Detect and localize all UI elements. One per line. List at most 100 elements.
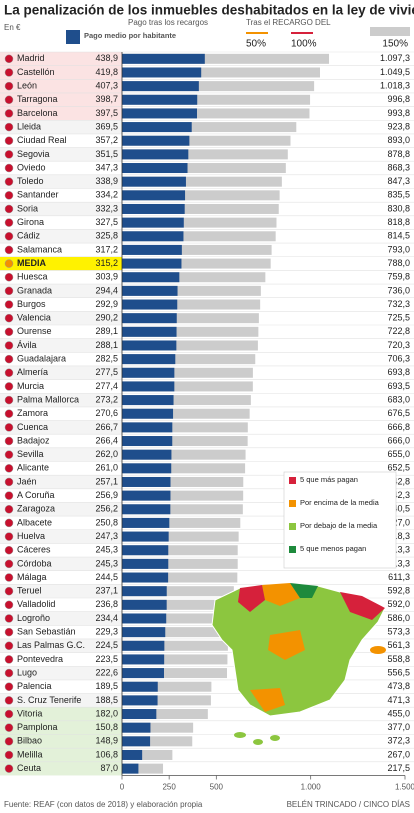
base-bar <box>122 463 172 474</box>
base-value-label: 188,5 <box>95 695 118 705</box>
base-value-label: 87,0 <box>100 763 118 773</box>
base-value-label: 261,0 <box>95 463 118 473</box>
base-bar <box>122 367 175 378</box>
category-label: Ceuta <box>17 763 41 773</box>
base-value-label: 234,4 <box>95 613 118 623</box>
base-bar <box>122 722 151 733</box>
base-value-label: 369,5 <box>95 121 118 131</box>
flag-icon <box>4 614 14 623</box>
flag-icon <box>4 655 14 664</box>
total-value-label: 693,8 <box>387 367 410 377</box>
row-background <box>0 65 122 80</box>
row-background <box>0 365 122 380</box>
unit-label: En € <box>4 23 21 32</box>
flag-icon <box>4 423 14 432</box>
chart-title: La penalización de los inmuebles deshabi… <box>4 3 414 18</box>
map-region <box>262 583 300 606</box>
base-bar <box>122 749 143 760</box>
category-label: Zamora <box>17 408 48 418</box>
category-label: Guadalajara <box>17 354 66 364</box>
flag-icon <box>4 627 14 637</box>
base-bar <box>122 176 186 187</box>
legend-swatch <box>66 30 80 44</box>
flag-icon <box>4 491 14 500</box>
flag-icon <box>4 573 14 582</box>
map-region <box>290 583 318 598</box>
category-label: S. Cruz Tenerife <box>17 695 81 705</box>
row-background <box>0 284 122 298</box>
x-tick-label: 1.000 <box>301 783 322 792</box>
base-value-label: 229,3 <box>95 627 118 637</box>
total-value-label: 655,0 <box>387 449 410 459</box>
legend-label: Pago medio por habitante <box>84 31 176 40</box>
category-label: Soria <box>17 203 38 213</box>
category-label: Lugo <box>17 667 37 677</box>
flag-icon <box>4 218 14 227</box>
flag-icon <box>4 68 14 77</box>
base-value-label: 357,2 <box>95 135 118 145</box>
total-bar <box>122 244 272 255</box>
row-background <box>0 325 122 339</box>
x-tick-label: 1.500 <box>395 783 414 792</box>
base-value-label: 223,5 <box>95 654 118 664</box>
base-bar <box>122 149 189 160</box>
base-value-label: 325,8 <box>95 231 118 241</box>
base-bar <box>122 258 182 269</box>
total-bar <box>122 695 211 706</box>
base-bar <box>122 244 182 255</box>
category-label: Málaga <box>17 572 47 582</box>
base-bar <box>122 163 188 174</box>
row-background <box>0 79 122 93</box>
category-label: Salamanca <box>17 244 62 254</box>
map-region <box>340 592 385 620</box>
category-label: Valencia <box>17 313 51 323</box>
total-bar <box>122 586 234 597</box>
total-value-label: 558,8 <box>387 654 410 664</box>
flag-icon <box>4 368 14 378</box>
category-label: Sevilla <box>17 449 44 459</box>
total-value-label: 1.097,3 <box>380 53 410 63</box>
total-value-label: 818,8 <box>387 217 410 227</box>
flag-icon <box>4 737 14 746</box>
base-value-label: 247,3 <box>95 531 118 541</box>
category-label: Castellón <box>17 67 55 77</box>
total-value-label: 993,8 <box>387 108 410 118</box>
total-bar <box>122 749 173 760</box>
map-region <box>250 688 285 712</box>
total-value-label: 372,3 <box>387 736 410 746</box>
base-bar <box>122 81 199 92</box>
base-value-label: 106,8 <box>95 749 118 759</box>
base-value-label: 315,2 <box>95 258 118 268</box>
total-value-label: 455,0 <box>387 708 410 718</box>
row-background <box>0 720 122 735</box>
base-value-label: 292,9 <box>95 299 118 309</box>
base-value-label: 273,2 <box>95 394 118 404</box>
base-bar <box>122 135 190 146</box>
total-value-label: 642,8 <box>387 476 410 486</box>
total-bar <box>122 504 243 515</box>
total-bar <box>122 640 228 651</box>
base-bar <box>122 599 167 610</box>
total-bar <box>122 709 208 720</box>
base-bar <box>122 203 185 214</box>
base-bar <box>122 53 205 64</box>
total-value-label: 736,0 <box>387 285 410 295</box>
category-label: Huelva <box>17 531 45 541</box>
total-value-label: 878,8 <box>387 149 410 159</box>
total-value-label: 592,8 <box>387 586 410 596</box>
base-bar <box>122 476 171 487</box>
category-label: MEDIA <box>17 258 47 268</box>
total-bar <box>122 531 239 542</box>
flag-icon <box>4 341 14 350</box>
category-label: Córdoba <box>17 558 52 568</box>
flag-icon <box>4 586 14 596</box>
total-value-label: 613,3 <box>387 558 410 568</box>
base-bar <box>122 449 172 460</box>
base-value-label: 150,8 <box>95 722 118 732</box>
total-value-label: 642,3 <box>387 490 410 500</box>
category-label: Vitoria <box>17 708 42 718</box>
category-label: Tarragona <box>17 94 58 104</box>
base-bar <box>122 354 176 365</box>
base-bar <box>122 545 169 556</box>
total-bar <box>122 94 311 105</box>
